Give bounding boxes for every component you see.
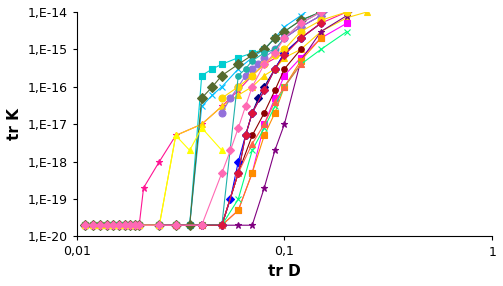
X-axis label: tr D: tr D xyxy=(268,264,301,279)
Y-axis label: tr K: tr K xyxy=(7,108,22,140)
